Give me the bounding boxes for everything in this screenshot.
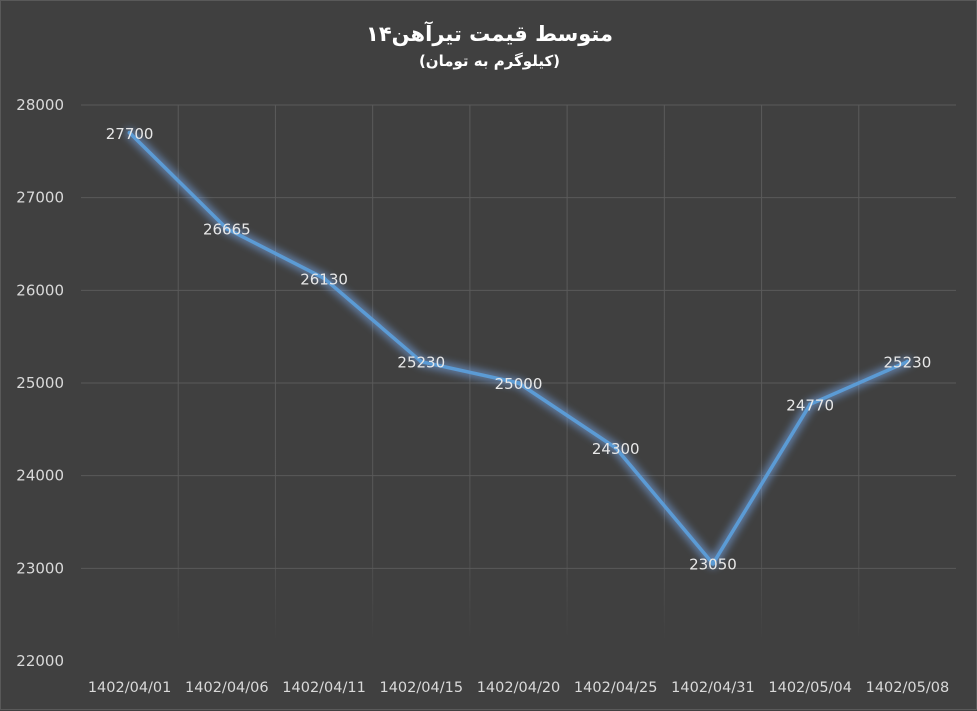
data-point: [127, 130, 132, 135]
data-label: 24300: [592, 440, 640, 458]
x-tick-label: 1402/05/08: [866, 680, 950, 696]
y-tick-label: 27000: [16, 189, 64, 207]
data-point: [905, 359, 910, 364]
x-gridline: [274, 105, 276, 641]
data-label: 25230: [397, 354, 445, 372]
x-gridline: [372, 105, 374, 641]
data-label: 25000: [495, 375, 543, 393]
data-point: [322, 276, 327, 281]
y-tick-label: 23000: [16, 559, 64, 577]
data-label: 24770: [786, 396, 834, 414]
x-tick-label: 1402/05/04: [768, 680, 852, 696]
data-label: 26665: [203, 221, 251, 239]
x-tick-label: 1402/04/25: [574, 680, 658, 696]
x-gridline: [566, 105, 568, 641]
y-tick-label: 26000: [16, 281, 64, 299]
x-tick-label: 1402/04/01: [88, 680, 172, 696]
data-point: [419, 359, 424, 364]
data-point: [516, 381, 521, 385]
data-label: 26130: [300, 270, 348, 288]
x-gridline: [177, 105, 179, 641]
x-gridline: [858, 105, 860, 641]
data-point: [808, 402, 813, 407]
data-label: 25230: [884, 354, 932, 372]
x-tick-label: 1402/04/06: [185, 680, 269, 696]
data-point: [710, 561, 715, 566]
x-tick-label: 1402/04/11: [282, 680, 366, 696]
chart-title: متوسط قیمت تیرآهن۱۴: [366, 22, 613, 46]
data-point: [224, 226, 229, 231]
chart-title-block: متوسط قیمت تیرآهن۱۴ (کیلوگرم به تومان): [1, 19, 977, 73]
y-tick-label: 28000: [16, 96, 64, 114]
x-tick-label: 1402/04/15: [379, 680, 463, 696]
data-label: 23050: [689, 556, 737, 574]
chart-subtitle: (کیلوگرم به تومان): [418, 52, 561, 70]
x-gridline: [663, 105, 665, 641]
x-tick-label: 1402/04/20: [477, 680, 561, 696]
x-gridline: [761, 105, 763, 641]
data-label: 27700: [106, 125, 154, 143]
data-point: [613, 445, 618, 450]
y-tick-label: 24000: [16, 467, 64, 485]
x-tick-label: 1402/04/31: [671, 680, 755, 696]
y-tick-label: 25000: [16, 374, 64, 392]
y-tick-label: 22000: [16, 652, 64, 670]
